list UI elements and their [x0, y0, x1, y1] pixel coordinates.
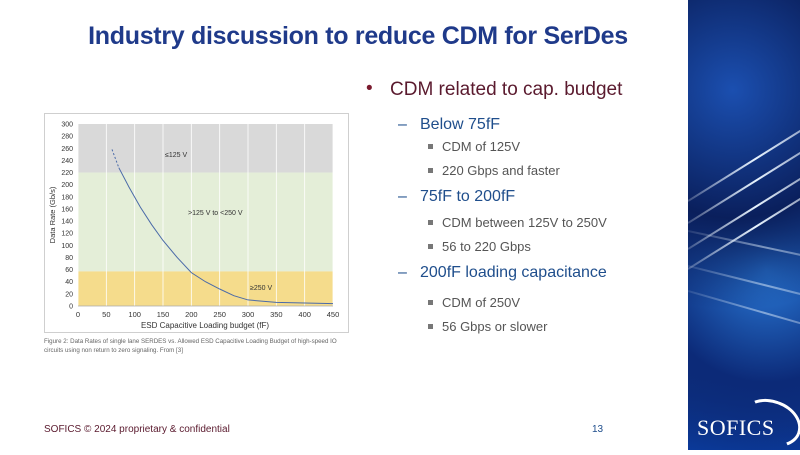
- square-bullet-icon: [428, 300, 433, 305]
- y-axis-label: Data Rate (Gb/s): [48, 186, 57, 243]
- x-axis-label: ESD Capacitive Loading budget (fF): [141, 321, 269, 330]
- sub-bullet: 200fF loading capacitance: [420, 264, 607, 281]
- footer-text: SOFICS © 2024 proprietary & confidential: [44, 424, 230, 435]
- band-label-mid-v: >125 V to <250 V: [188, 210, 243, 217]
- x-tick-label: 200: [185, 310, 198, 319]
- y-tick-label: 240: [61, 158, 73, 165]
- decorative-circuit-image: [688, 0, 800, 450]
- bullet-dot-icon: •: [366, 78, 373, 99]
- dash-icon: –: [398, 116, 407, 133]
- x-tick-label: 250: [213, 310, 226, 319]
- main-bullet: CDM related to cap. budget: [390, 79, 623, 100]
- x-tick-label: 150: [157, 310, 170, 319]
- x-tick-label: 50: [102, 310, 110, 319]
- detail-bullet: 56 Gbps or slower: [442, 319, 548, 334]
- square-bullet-icon: [428, 244, 433, 249]
- x-tick-label: 300: [242, 310, 255, 319]
- x-tick-label: 100: [128, 310, 141, 319]
- detail-bullet: CDM of 125V: [442, 139, 521, 154]
- band-0: [78, 124, 333, 173]
- y-tick-label: 80: [65, 255, 73, 262]
- y-tick-label: 160: [61, 206, 73, 213]
- band-label-low-v: ≤125 V: [165, 152, 187, 159]
- y-tick-label: 20: [65, 291, 73, 298]
- y-tick-label: 0: [69, 304, 73, 311]
- dash-icon: –: [398, 264, 407, 281]
- figure-caption: Figure 2: Data Rates of single lane SERD…: [44, 338, 337, 354]
- sub-bullet: Below 75fF: [420, 116, 501, 133]
- y-tick-label: 180: [61, 194, 73, 201]
- series-line-0: [111, 149, 120, 168]
- square-bullet-icon: [428, 324, 433, 329]
- y-tick-label: 280: [61, 134, 73, 141]
- band-label-high-v: ≥250 V: [250, 285, 272, 292]
- detail-bullet: 56 to 220 Gbps: [442, 239, 531, 254]
- dash-icon: –: [398, 188, 407, 205]
- y-tick-label: 140: [61, 219, 73, 226]
- detail-bullet: CDM of 250V: [442, 295, 521, 310]
- sub-bullet: 75fF to 200fF: [420, 188, 516, 205]
- sofics-logo: SOFICS: [697, 415, 775, 440]
- y-tick-label: 200: [61, 182, 73, 189]
- x-tick-label: 0: [76, 310, 80, 319]
- y-tick-label: 220: [61, 170, 73, 177]
- band-1: [78, 172, 333, 272]
- x-tick-label: 400: [298, 310, 311, 319]
- slide-title: Industry discussion to reduce CDM for Se…: [88, 22, 628, 50]
- detail-bullet: 220 Gbps and faster: [442, 163, 560, 178]
- x-tick-label: 450: [327, 310, 340, 319]
- x-tick-label: 350: [270, 310, 283, 319]
- y-tick-label: 260: [61, 146, 73, 153]
- page-number: 13: [592, 424, 604, 435]
- square-bullet-icon: [428, 144, 433, 149]
- detail-bullet: CDM between 125V to 250V: [442, 215, 607, 230]
- y-tick-label: 300: [61, 122, 73, 129]
- square-bullet-icon: [428, 168, 433, 173]
- square-bullet-icon: [428, 220, 433, 225]
- band-2: [78, 271, 333, 306]
- y-tick-label: 60: [65, 267, 73, 274]
- y-tick-label: 100: [61, 243, 73, 250]
- series-line-1: [118, 167, 334, 305]
- y-tick-label: 120: [61, 231, 73, 238]
- y-tick-label: 40: [65, 279, 73, 286]
